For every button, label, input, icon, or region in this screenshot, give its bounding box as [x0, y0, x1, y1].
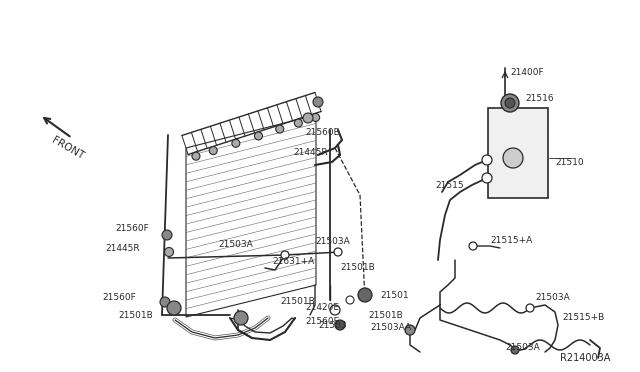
- Text: 21503A: 21503A: [505, 343, 540, 353]
- Circle shape: [313, 97, 323, 107]
- Text: 21631+A: 21631+A: [272, 257, 314, 266]
- Text: 21503A: 21503A: [218, 240, 253, 248]
- Text: 21515+A: 21515+A: [490, 235, 532, 244]
- Text: 21560E: 21560E: [305, 128, 339, 137]
- Text: 21516: 21516: [525, 93, 554, 103]
- Polygon shape: [186, 115, 316, 317]
- Text: 21445R: 21445R: [105, 244, 140, 253]
- Circle shape: [505, 98, 515, 108]
- Text: R214003A: R214003A: [559, 353, 610, 363]
- Text: 21501: 21501: [380, 292, 408, 301]
- Text: 21503A: 21503A: [315, 237, 349, 246]
- Circle shape: [162, 230, 172, 240]
- Circle shape: [482, 173, 492, 183]
- Text: 21503AA: 21503AA: [370, 324, 411, 333]
- Text: 21560F: 21560F: [115, 224, 148, 232]
- Text: 21510: 21510: [555, 157, 584, 167]
- Circle shape: [232, 139, 240, 147]
- Circle shape: [526, 304, 534, 312]
- Text: 21515+B: 21515+B: [562, 314, 604, 323]
- Text: 21445R: 21445R: [293, 148, 328, 157]
- Text: 21515: 21515: [435, 180, 463, 189]
- Text: 21503A: 21503A: [535, 294, 570, 302]
- Circle shape: [281, 251, 289, 259]
- Circle shape: [503, 148, 523, 168]
- Text: 21560E: 21560E: [305, 317, 339, 327]
- Text: FRONT: FRONT: [50, 135, 86, 161]
- Circle shape: [330, 305, 340, 315]
- Text: 21501B: 21501B: [340, 263, 375, 273]
- Text: 21420E: 21420E: [305, 304, 339, 312]
- Circle shape: [501, 94, 519, 112]
- Circle shape: [405, 325, 415, 335]
- Circle shape: [482, 155, 492, 165]
- Circle shape: [358, 288, 372, 302]
- Circle shape: [209, 147, 217, 155]
- Text: 21560F: 21560F: [102, 294, 136, 302]
- Circle shape: [303, 113, 313, 123]
- Circle shape: [511, 346, 519, 354]
- Circle shape: [234, 311, 248, 325]
- Text: 21501B: 21501B: [368, 311, 403, 321]
- Circle shape: [255, 132, 262, 140]
- Circle shape: [334, 248, 342, 256]
- Circle shape: [160, 297, 170, 307]
- Bar: [488, 108, 548, 198]
- Circle shape: [164, 247, 173, 257]
- Circle shape: [167, 301, 181, 315]
- Circle shape: [294, 119, 302, 127]
- Circle shape: [335, 320, 345, 330]
- Circle shape: [276, 125, 284, 133]
- Text: 21501B: 21501B: [280, 298, 315, 307]
- Circle shape: [469, 242, 477, 250]
- Circle shape: [346, 296, 354, 304]
- Text: 21501B: 21501B: [118, 311, 153, 320]
- Text: 21503: 21503: [318, 321, 347, 330]
- Text: 21400F: 21400F: [510, 67, 543, 77]
- Circle shape: [192, 152, 200, 160]
- Circle shape: [312, 113, 319, 122]
